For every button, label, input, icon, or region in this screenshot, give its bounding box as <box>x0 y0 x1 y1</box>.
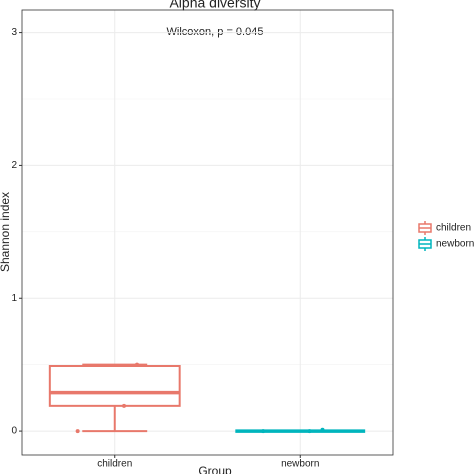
legend-item: children <box>418 221 471 235</box>
box-group <box>48 362 181 434</box>
legend-label: children <box>436 223 471 234</box>
x-tick-label: newborn <box>281 459 319 470</box>
point <box>261 429 266 434</box>
legend-item: newborn <box>418 237 474 251</box>
point <box>75 429 80 434</box>
chart-title: Alpha diversity <box>169 0 260 11</box>
panel-border <box>21 9 394 456</box>
annotation: Wilcoxon, p = 0.045 <box>167 26 264 38</box>
y-axis-label: Shannon index <box>0 192 12 272</box>
y-tick-label: 0 <box>11 426 17 437</box>
box-group <box>235 427 366 434</box>
legend-label: newborn <box>436 239 474 250</box>
y-tick-label: 2 <box>11 160 17 171</box>
point <box>307 429 312 434</box>
x-axis-label: Group <box>198 464 232 474</box>
point <box>320 427 325 432</box>
box <box>48 365 181 407</box>
x-tick-label: children <box>97 459 132 470</box>
point <box>135 362 140 367</box>
point <box>122 403 127 408</box>
y-tick-label: 1 <box>11 293 17 304</box>
y-tick-label: 3 <box>11 27 17 38</box>
